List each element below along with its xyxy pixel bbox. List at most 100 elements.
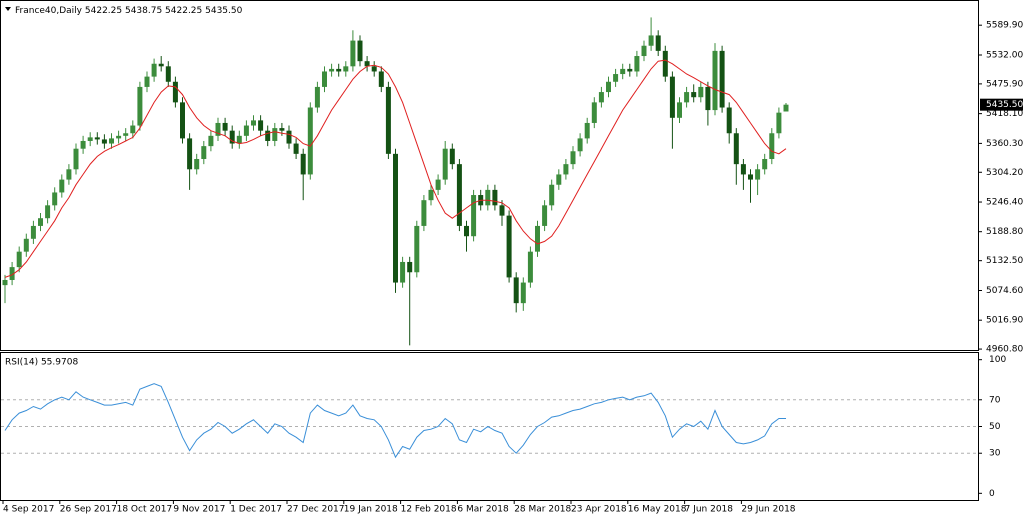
- candle-body: [364, 61, 370, 67]
- x-tick-label: 12 Feb 2018: [401, 505, 457, 515]
- moving-average: [4, 59, 787, 278]
- candle-body: [329, 68, 335, 72]
- price-box: [980, 98, 1023, 111]
- x-tick-label: 9 Nov 2017: [173, 505, 225, 515]
- candle-body: [776, 112, 782, 134]
- candle-body: [677, 102, 682, 118]
- candle-body: [726, 107, 732, 134]
- candle-body: [414, 225, 420, 273]
- candle-body: [407, 261, 413, 273]
- candle-body: [527, 251, 533, 283]
- candle-body: [272, 128, 278, 141]
- candle-body: [556, 174, 562, 185]
- candle-body: [52, 192, 58, 206]
- candle-body: [251, 120, 256, 126]
- y-tick-label: 5132.50: [986, 256, 1023, 266]
- candle-body: [130, 125, 136, 134]
- candle-body: [80, 140, 86, 149]
- y-tick-label: 30: [989, 449, 1001, 459]
- candle-body: [286, 130, 292, 144]
- candle-body: [137, 86, 143, 126]
- candle-body: [740, 164, 746, 175]
- candle-body: [378, 71, 384, 87]
- candle-body: [123, 133, 129, 136]
- candle-body: [109, 138, 114, 144]
- candle-body: [684, 92, 690, 103]
- candle-body: [23, 238, 29, 252]
- candle-body: [371, 66, 377, 72]
- candle-body: [421, 200, 427, 226]
- x-tick-label: 4 Sep 2017: [3, 505, 54, 515]
- candle-body: [755, 169, 761, 180]
- candle-body: [208, 135, 214, 147]
- candle-body: [464, 225, 469, 237]
- candle-body: [258, 120, 264, 131]
- candle-body: [307, 107, 313, 175]
- x-tick-label: 27 Dec 2017: [287, 505, 345, 515]
- x-tick-label: 16 May 2018: [628, 505, 687, 515]
- current-price: 5435.50: [986, 100, 1023, 110]
- candle-body: [698, 86, 704, 98]
- candle-body: [215, 122, 221, 136]
- candle-body: [265, 130, 271, 141]
- candle-body: [598, 92, 604, 103]
- candle-body: [719, 50, 725, 108]
- y-tick-label: 5074.60: [986, 286, 1023, 296]
- candle-body: [201, 146, 207, 159]
- y-tick-label: 50: [989, 422, 1001, 432]
- candle-body: [492, 189, 498, 206]
- candle-body: [293, 143, 299, 154]
- rsi-line: [4, 383, 786, 459]
- y-tick-label: 4960.80: [986, 345, 1023, 355]
- plot-layer: 4960.80 5016.90 5074.60 5132.50 5188.80 5246.…: [1, 17, 1023, 515]
- candle-body: [229, 130, 235, 144]
- y-tick-label: 5188.80: [986, 227, 1023, 237]
- candle-body: [385, 86, 391, 154]
- candle-body: [180, 102, 185, 139]
- candle-body: [2, 279, 8, 286]
- candle-body: [485, 189, 491, 206]
- candle-body: [648, 35, 654, 46]
- candle-body: [613, 74, 619, 82]
- candle-body: [116, 135, 122, 139]
- candle-body: [535, 225, 540, 252]
- x-tick-label: 7 Jun 2018: [685, 505, 734, 515]
- candle-body: [513, 277, 519, 304]
- y-tick-label: 5418.10: [986, 109, 1023, 119]
- candle-body: [300, 153, 306, 175]
- x-tick-label: 23 Apr 2018: [571, 505, 627, 515]
- candle-body: [16, 251, 22, 268]
- y-tick-label: 5360.30: [986, 139, 1023, 149]
- candle-body: [343, 66, 349, 72]
- candle-body: [151, 63, 157, 77]
- candle-body: [563, 164, 569, 175]
- candle-body: [591, 102, 597, 123]
- candle-body: [165, 66, 171, 82]
- candle-body: [73, 148, 79, 170]
- candle-body: [456, 164, 462, 226]
- price-pane: [0, 0, 979, 351]
- candle-body: [9, 267, 15, 280]
- menu-arrow: [5, 7, 11, 11]
- candle-body: [471, 195, 477, 237]
- x-tick-label: 26 Sep 2017: [60, 505, 117, 515]
- candle-body: [449, 148, 455, 165]
- x-tick-label: 29 Jun 2018: [741, 505, 795, 515]
- candle-body: [584, 122, 590, 139]
- rsi-title: RSI(14) 55.9708: [5, 358, 78, 368]
- candle-body: [762, 158, 768, 170]
- candle-body: [101, 139, 107, 144]
- candle-body: [428, 189, 434, 201]
- x-tick-label: 6 Mar 2018: [457, 505, 509, 515]
- y-tick-label: 5589.90: [986, 21, 1023, 31]
- candle-body: [634, 56, 640, 72]
- ohlc: 5422.25 5438.75 5422.25 5435.50: [85, 6, 243, 16]
- candle-body: [620, 68, 626, 75]
- candle-body: [236, 135, 242, 144]
- candle-body: [30, 225, 36, 239]
- candle-body: [393, 153, 398, 283]
- candle-body: [655, 35, 661, 51]
- candle-body: [144, 76, 150, 87]
- candle-body: [769, 133, 775, 159]
